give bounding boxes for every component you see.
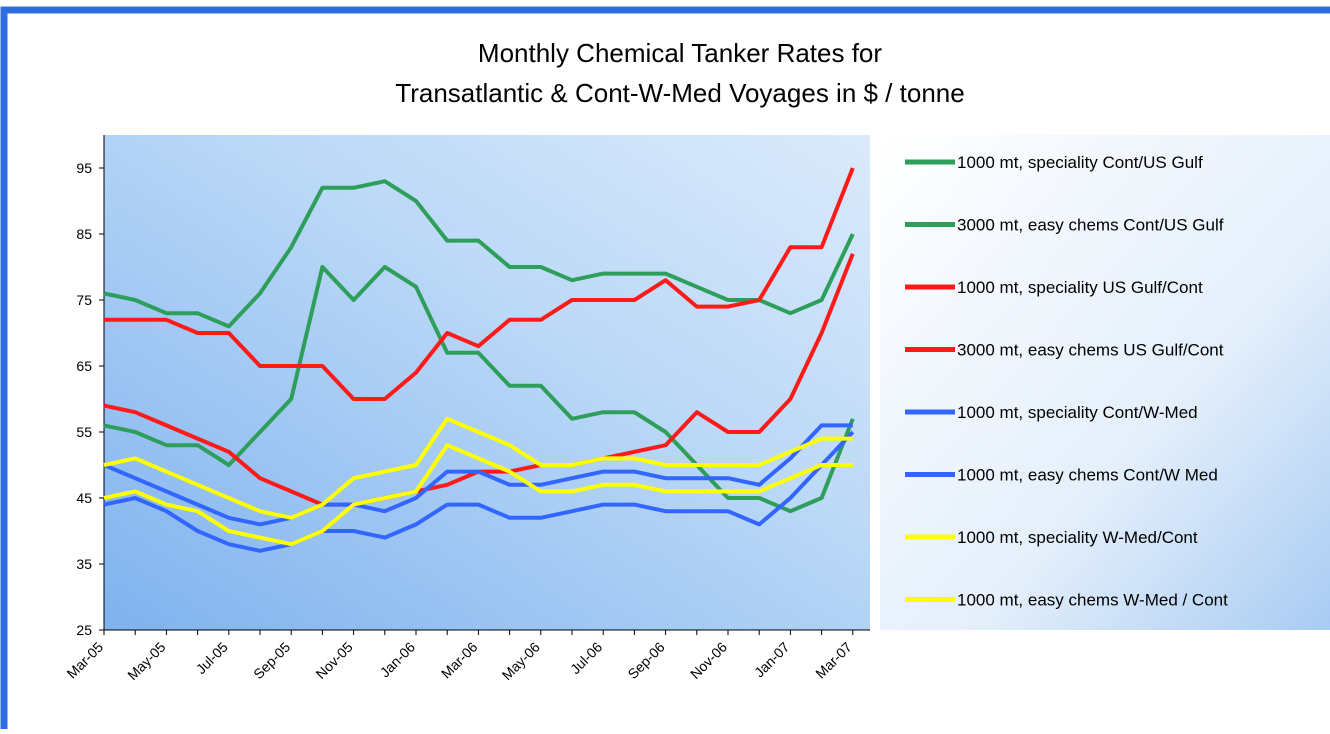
x-tick-label: Nov-06 — [687, 639, 730, 682]
x-tick-label: Nov-05 — [312, 639, 355, 682]
x-tick-label: Mar-07 — [812, 639, 855, 682]
y-tick-label: 35 — [76, 556, 92, 572]
y-tick-label: 55 — [76, 424, 92, 440]
x-tick-label: May-06 — [499, 639, 543, 683]
legend-label: 3000 mt, easy chems Cont/US Gulf — [957, 216, 1224, 235]
x-tick-label: Mar-05 — [63, 639, 106, 682]
legend-label: 1000 mt, speciality Cont/US Gulf — [957, 153, 1203, 172]
chart-title: Monthly Chemical Tanker Rates for — [478, 38, 882, 68]
series-line — [103, 430, 855, 553]
legend-label: 1000 mt, easy chems W-Med / Cont — [957, 591, 1228, 610]
x-tick-label: Jul-06 — [567, 639, 605, 677]
series-line — [103, 423, 853, 527]
y-tick-label: 95 — [76, 160, 92, 176]
chart-subtitle: Transatlantic & Cont-W-Med Voyages in $ … — [395, 78, 964, 108]
x-tick-label: Sep-05 — [250, 639, 293, 682]
legend-label: 1000 mt, speciality W-Med/Cont — [957, 528, 1198, 547]
y-tick-label: 65 — [76, 358, 92, 374]
x-tick-label: Sep-06 — [624, 639, 667, 682]
y-tick-label: 45 — [76, 490, 92, 506]
series-line — [103, 179, 855, 329]
legend-box — [880, 135, 1330, 630]
x-tick-label: Jul-05 — [193, 639, 231, 677]
y-tick-label: 25 — [76, 622, 92, 638]
x-tick-label: Jan-06 — [377, 639, 419, 681]
series-line — [103, 443, 853, 547]
legend-label: 3000 mt, easy chems US Gulf/Cont — [957, 341, 1224, 360]
x-tick-label: Mar-06 — [438, 639, 481, 682]
x-tick-label: Jan-07 — [751, 639, 793, 681]
series-line — [104, 167, 855, 401]
y-tick-label: 75 — [76, 292, 92, 308]
x-tick-label: May-05 — [124, 639, 168, 683]
legend-label: 1000 mt, speciality US Gulf/Cont — [957, 278, 1203, 297]
y-tick-label: 85 — [76, 226, 92, 242]
series-line — [103, 416, 853, 520]
series-line — [103, 265, 855, 514]
frame — [0, 6, 1330, 734]
legend-label: 1000 mt, speciality Cont/W-Med — [957, 403, 1198, 422]
plot-area — [104, 135, 870, 630]
legend-label: 1000 mt, easy chems Cont/W Med — [957, 466, 1218, 485]
